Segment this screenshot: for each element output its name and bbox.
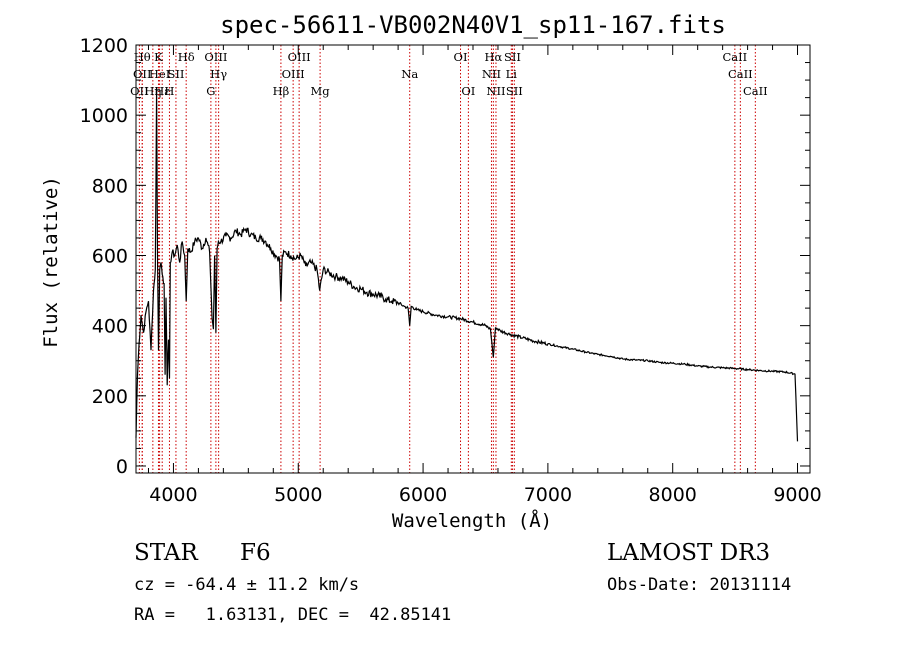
line-marker-label: G [206,84,215,98]
y-axis-label: Flux (relative) [40,176,62,348]
x-axis-label: Wavelength (Å) [392,509,552,532]
x-tick-labels: 4000 5000 6000 7000 8000 9000 [149,484,821,506]
line-marker-label: Hη [144,84,161,98]
coordinates: RA = 1.63131, DEC = 42.85141 [134,605,451,625]
x-tick-label: 8000 [649,484,697,506]
line-marker-label: SII [506,84,523,98]
line-marker-label: Na [401,67,418,81]
y-tick-label: 1000 [80,105,128,127]
line-marker-label: NII [482,67,501,81]
redshift-velocity: cz = -64.4 ± 11.2 km/s [134,575,359,595]
line-marker-label: Mg [311,84,331,98]
y-tick-label: 400 [92,316,128,338]
x-tick-label: 6000 [399,484,447,506]
line-marker-label: CaII [728,67,753,81]
line-marker-label: H [164,84,174,98]
y-tick-label: 200 [92,386,128,408]
line-marker-label: K [154,50,163,64]
y-tick-labels: 0 200 400 600 800 1000 1200 [80,35,128,478]
observation-date: Obs-Date: 20131114 [607,575,791,595]
line-marker-label: Hγ [210,67,227,81]
x-tick-label: 5000 [274,484,322,506]
line-marker-label: OII [130,84,149,98]
line-marker-label: CaII [722,50,747,64]
line-marker-label: OII [133,67,152,81]
emission-line-labels: OIIHθOIIHηKHeIHεHSIIHδGOIIIHγHβOIIIOIIIM… [130,50,768,98]
emission-line-markers [138,45,756,473]
object-class: STAR [134,540,198,566]
line-marker-label: OI [461,84,475,98]
line-marker-label: Hβ [273,84,290,98]
subclass: F6 [240,540,271,566]
line-marker-label: Hα [484,50,502,64]
tick-marks [136,44,810,473]
line-marker-label: CaII [743,84,768,98]
y-tick-label: 0 [116,456,128,478]
x-tick-label: 7000 [524,484,572,506]
line-marker-label: SII [504,50,521,64]
spectrum-line [135,87,799,442]
axes [135,44,811,474]
line-marker-label: Hδ [178,50,195,64]
line-marker-label: HeI [149,67,170,81]
line-marker-label: OIII [204,50,227,64]
line-marker-label: OI [454,50,468,64]
y-tick-label: 600 [92,245,128,267]
y-tick-label: 1200 [80,35,128,57]
line-marker-label: Li [506,67,518,81]
line-marker-label: OIII [282,67,305,81]
line-marker-label: Hε [154,84,170,98]
y-tick-label: 800 [92,175,128,197]
line-marker-label: NII [486,84,505,98]
chart-title: spec-56611-VB002N40V1_sp11-167.fits [220,11,726,39]
plot-frame [135,44,811,474]
line-marker-label: Hθ [134,50,151,64]
line-marker-label: OIII [288,50,311,64]
line-marker-label: SII [167,67,184,81]
x-tick-label: 9000 [773,484,821,506]
x-tick-label: 4000 [149,484,197,506]
survey-name: LAMOST DR3 [607,540,770,566]
